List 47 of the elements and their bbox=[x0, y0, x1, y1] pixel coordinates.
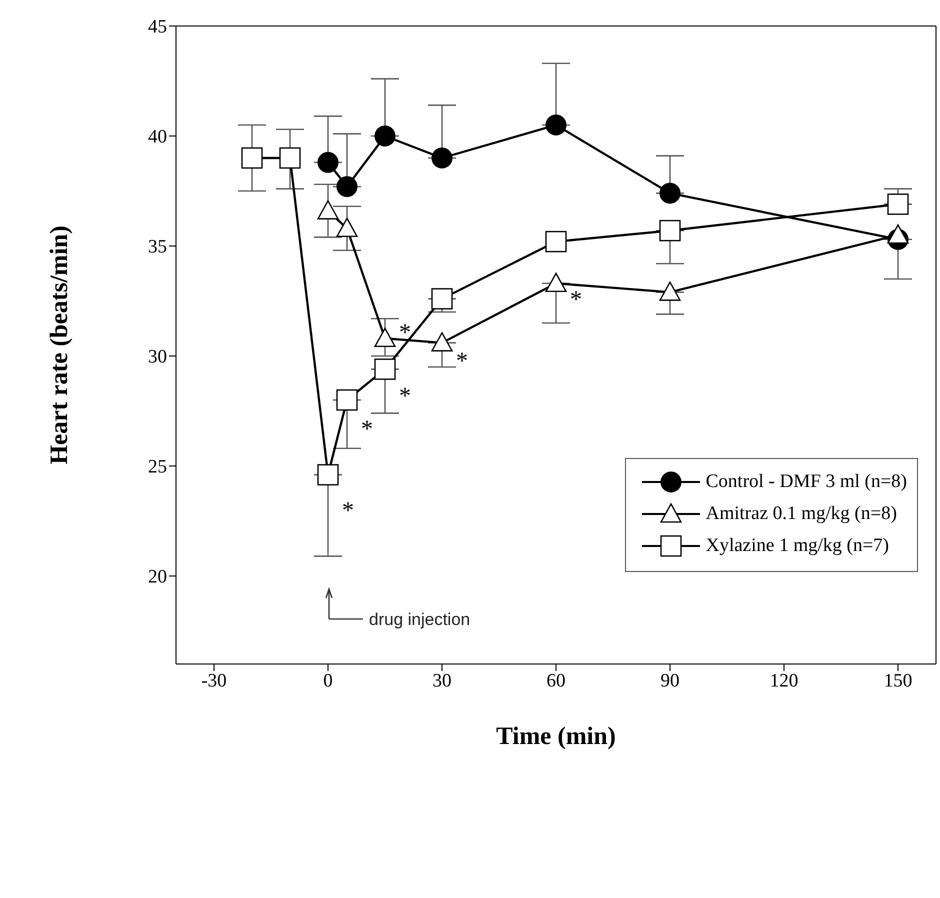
x-tick-label: 120 bbox=[770, 670, 798, 692]
x-axis-title: Time (min) bbox=[496, 723, 616, 750]
point bbox=[241, 147, 263, 169]
y-tick-label: 35 bbox=[148, 236, 167, 258]
y-tick-label: 40 bbox=[148, 126, 167, 148]
point bbox=[336, 218, 358, 238]
point bbox=[279, 147, 301, 169]
y-tick-label: 20 bbox=[148, 566, 167, 588]
point bbox=[317, 200, 339, 220]
annotation: * bbox=[399, 384, 411, 410]
point bbox=[432, 148, 452, 168]
point bbox=[887, 224, 909, 244]
point bbox=[887, 194, 909, 215]
point bbox=[374, 126, 396, 146]
annotation: * bbox=[342, 498, 354, 524]
point bbox=[431, 288, 453, 310]
x-tick-label: 60 bbox=[546, 670, 566, 692]
legend-label: Control - DMF 3 ml (n=8) bbox=[706, 471, 907, 493]
x-tick-label: 90 bbox=[660, 670, 680, 692]
x-tick-label: 0 bbox=[323, 670, 333, 692]
point bbox=[546, 114, 566, 136]
y-tick-label: 25 bbox=[148, 456, 167, 478]
point bbox=[374, 358, 396, 380]
point bbox=[431, 332, 453, 352]
x-tick-label: 150 bbox=[884, 670, 912, 692]
y-axis-title: Heart rate (beats/min) bbox=[46, 226, 73, 464]
annotation: * bbox=[570, 286, 582, 313]
y-tick-label: 30 bbox=[148, 346, 167, 368]
annotation: * bbox=[399, 320, 411, 346]
legend-label: Amitraz 0.1 mg/kg (n=8) bbox=[706, 503, 897, 525]
y-tick-label: 45 bbox=[148, 16, 167, 38]
point bbox=[545, 272, 567, 292]
point bbox=[660, 182, 680, 204]
point bbox=[317, 464, 339, 486]
point bbox=[336, 389, 358, 411]
point bbox=[318, 152, 338, 173]
x-tick-label: 30 bbox=[432, 670, 452, 692]
annotation: drug injection bbox=[369, 610, 470, 630]
point bbox=[659, 220, 681, 242]
annotation: * bbox=[456, 348, 468, 374]
x-tick-label: -30 bbox=[201, 670, 227, 692]
point bbox=[545, 230, 567, 252]
annotation: * bbox=[361, 416, 373, 443]
point bbox=[659, 282, 681, 301]
legend-label: Xylazine 1 mg/kg (n=7) bbox=[706, 535, 890, 557]
point bbox=[374, 328, 396, 348]
point bbox=[336, 176, 358, 198]
